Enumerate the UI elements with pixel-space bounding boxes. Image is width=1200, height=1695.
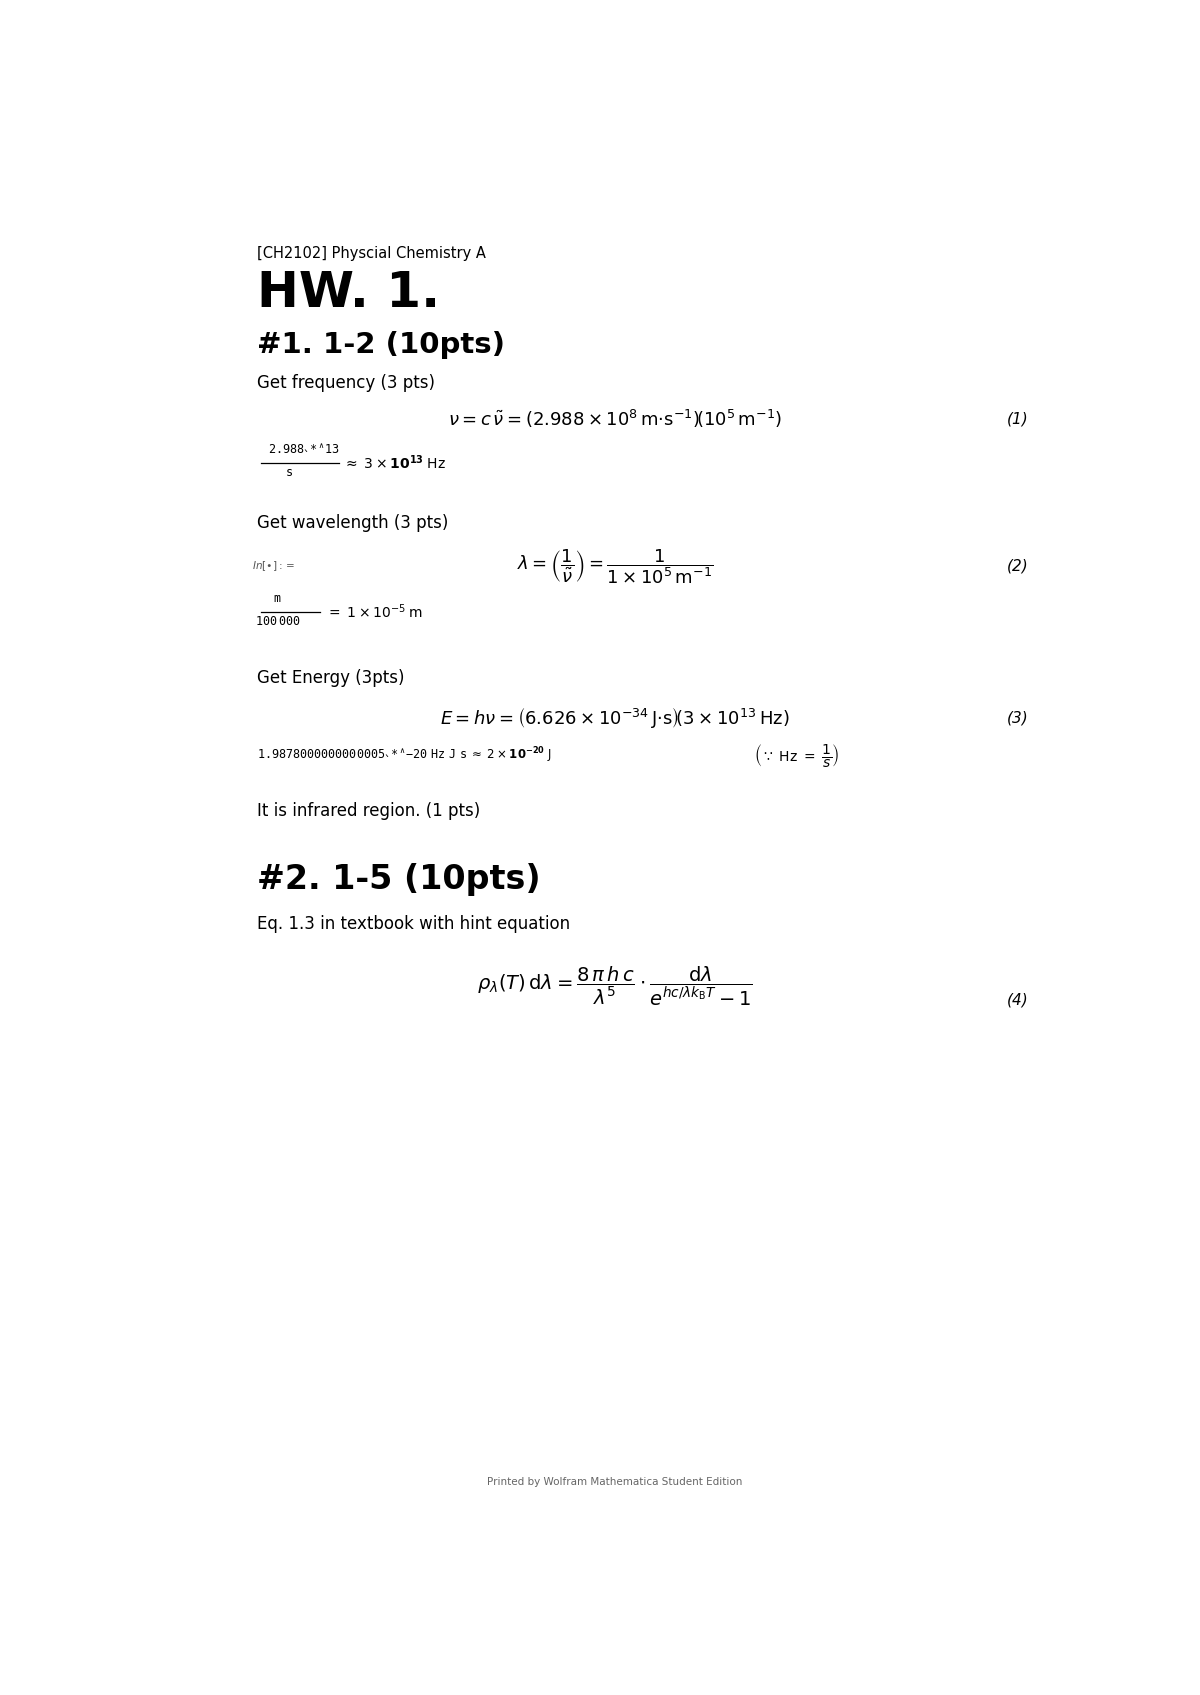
Text: $\nu = c\,\tilde{\nu} = \left(2.988\times10^{8}\,\mathrm{m{\cdot}s^{-1}}\right)\: $\nu = c\,\tilde{\nu} = \left(2.988\time… <box>448 408 782 431</box>
Text: Eq. 1.3 in textbook with hint equation: Eq. 1.3 in textbook with hint equation <box>257 915 570 932</box>
Text: (3): (3) <box>1007 710 1028 725</box>
Text: $In[\bullet]:=$: $In[\bullet]:=$ <box>252 559 295 573</box>
Text: #2. 1-5 (10pts): #2. 1-5 (10pts) <box>257 863 540 895</box>
Text: $\lambda = \left(\dfrac{1}{\tilde{\nu}}\right) = \dfrac{1}{1\times10^{5}\,\mathr: $\lambda = \left(\dfrac{1}{\tilde{\nu}}\… <box>517 547 713 585</box>
Text: $\mathtt{1.9878000000000005\grave{\ }*{}^{\wedge}{-20}\ Hz\ J\ s}$$\;\approx\;2\: $\mathtt{1.9878000000000005\grave{\ }*{}… <box>257 746 551 764</box>
Text: $\mathtt{2.988\grave{\ }*{}^{\wedge}13}$: $\mathtt{2.988\grave{\ }*{}^{\wedge}13}$ <box>268 442 340 456</box>
Text: (4): (4) <box>1007 992 1028 1007</box>
Text: $\left(\because\;\mathrm{Hz}\;=\;\dfrac{1}{s}\right)$: $\left(\because\;\mathrm{Hz}\;=\;\dfrac{… <box>755 742 840 770</box>
Text: Get frequency (3 pts): Get frequency (3 pts) <box>257 375 434 392</box>
Text: $\mathtt{m}$: $\mathtt{m}$ <box>274 592 282 605</box>
Text: HW. 1.: HW. 1. <box>257 270 440 317</box>
Text: (1): (1) <box>1007 412 1028 425</box>
Text: It is infrared region. (1 pts): It is infrared region. (1 pts) <box>257 802 480 820</box>
Text: Printed by Wolfram Mathematica Student Edition: Printed by Wolfram Mathematica Student E… <box>487 1478 743 1488</box>
Text: $E = h\nu = \left(6.626\times10^{-34}\,\mathrm{J{\cdot}s}\right)\!\left(3\times1: $E = h\nu = \left(6.626\times10^{-34}\,\… <box>440 705 790 731</box>
Text: $\rho_\lambda(T)\,\mathrm{d}\lambda = \dfrac{8\,\pi\,h\,c}{\lambda^5}\cdot\dfrac: $\rho_\lambda(T)\,\mathrm{d}\lambda = \d… <box>478 964 752 1009</box>
Text: [CH2102] Physcial Chemistry A: [CH2102] Physcial Chemistry A <box>257 246 486 261</box>
Text: $=\;1\times10^{-5}\;\mathrm{m}$: $=\;1\times10^{-5}\;\mathrm{m}$ <box>325 603 422 620</box>
Text: Get wavelength (3 pts): Get wavelength (3 pts) <box>257 514 449 532</box>
Text: $\mathtt{s}$: $\mathtt{s}$ <box>284 466 293 478</box>
Text: Get Energy (3pts): Get Energy (3pts) <box>257 670 404 688</box>
Text: #1. 1-2 (10pts): #1. 1-2 (10pts) <box>257 331 505 359</box>
Text: $\mathtt{100\,000}$: $\mathtt{100\,000}$ <box>254 615 300 627</box>
Text: (2): (2) <box>1007 559 1028 573</box>
Text: $\approx\;3\times\mathbf{10^{13}}\;\mathrm{Hz}$: $\approx\;3\times\mathbf{10^{13}}\;\math… <box>343 454 446 473</box>
